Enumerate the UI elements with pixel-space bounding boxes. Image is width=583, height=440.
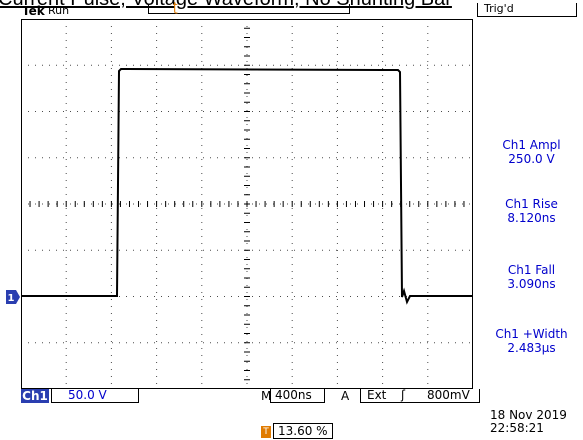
measurement-width[interactable]: Ch1 +Width 2.483µs	[480, 327, 583, 355]
measurement-ampl[interactable]: Ch1 Ampl 250.0 V	[480, 138, 583, 166]
trigger-settings[interactable]: Ext ʃ 800mV	[360, 389, 480, 403]
measurement-value: 250.0 V	[508, 152, 555, 166]
position-marker-icon: T	[261, 425, 271, 438]
brand-label: Tek	[22, 4, 45, 18]
trigger-edge-icon: ʃ	[401, 388, 406, 402]
trigger-source: Ext	[367, 388, 387, 402]
measurement-label: Ch1 +Width	[495, 327, 568, 341]
record-trigger-marker: ʈ	[173, 0, 178, 14]
trigger-mode-label: A	[341, 389, 350, 403]
waveform-graticule[interactable]	[21, 19, 473, 389]
measurement-value: 2.483µs	[507, 341, 556, 355]
time-text: 22:58:21	[490, 421, 544, 435]
measurement-rise[interactable]: Ch1 Rise 8.120ns	[480, 197, 583, 225]
figure-caption: Current Pulse, Voltage Waveform, No Shun…	[0, 0, 583, 11]
measurement-value: 8.120ns	[507, 211, 556, 225]
position-value: 13.60 %	[273, 423, 333, 439]
horizontal-position[interactable]: T 13.60 %	[261, 423, 333, 439]
ch1-marker-label: 1	[8, 293, 15, 304]
measurement-value: 3.090ns	[507, 277, 556, 291]
date-text: 18 Nov 2019	[490, 408, 567, 422]
ch1-waveform	[22, 67, 472, 305]
record-view-bar	[148, 4, 350, 14]
trigger-level: 800mV	[427, 388, 470, 402]
trigger-status: Trig'd	[477, 3, 577, 17]
channel-tag[interactable]: Ch1	[21, 389, 49, 403]
timebase-value[interactable]: 400ns	[270, 389, 325, 403]
measurement-label: Ch1 Ampl	[502, 138, 561, 152]
main-timebase-label: M	[261, 389, 272, 403]
acquisition-status: Run	[48, 4, 70, 17]
measurement-fall[interactable]: Ch1 Fall 3.090ns	[480, 263, 583, 291]
measurement-label: Ch1 Fall	[507, 263, 556, 277]
volts-per-div[interactable]: 50.0 V	[51, 389, 139, 403]
ch1-ground-marker[interactable]: 1	[6, 290, 20, 304]
measurement-label: Ch1 Rise	[505, 197, 558, 211]
timestamp: 18 Nov 2019 22:58:21	[490, 409, 567, 435]
